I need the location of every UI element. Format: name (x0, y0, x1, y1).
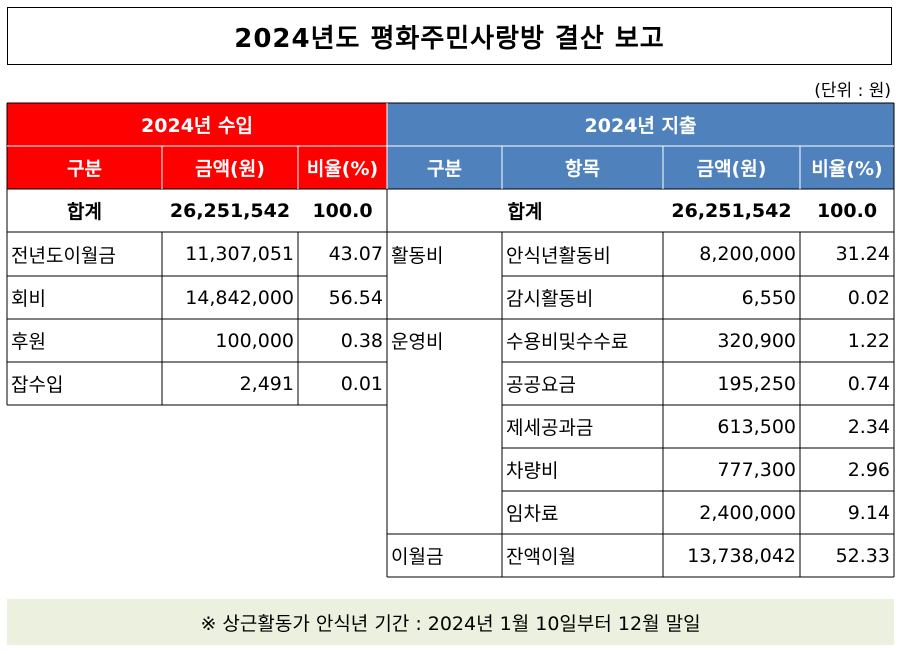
income-col-category: 구분 (67, 158, 102, 180)
expense-row-item: 잔액이월 (506, 546, 576, 568)
income-row-amount: 2,491 (239, 372, 294, 395)
expense-col-amount: 금액(원) (696, 158, 767, 180)
expense-row-ratio: 9.14 (847, 501, 890, 524)
expense-row-item: 공공요금 (506, 374, 576, 396)
income-total-label: 합계 (67, 201, 102, 223)
income-row-amount: 100,000 (215, 329, 294, 352)
expense-row-ratio: 52.33 (835, 544, 890, 567)
expense-row-amount: 2,400,000 (699, 501, 796, 524)
expense-row-ratio: 1.22 (847, 329, 890, 352)
expense-total-ratio: 100.0 (816, 199, 878, 222)
page-title: 2024년도 평화주민사랑방 결산 보고 (7, 7, 892, 65)
income-row-ratio: 0.38 (340, 329, 383, 352)
expense-row-amount: 613,500 (717, 415, 796, 438)
expense-group-label: 이월금 (391, 546, 444, 568)
income-col-ratio: 비율(%) (306, 158, 379, 180)
expense-row-item: 제세공과금 (506, 417, 594, 439)
expense-col-category: 구분 (427, 158, 462, 180)
income-total-amount: 26,251,542 (169, 199, 291, 222)
expense-row-item: 감시활동비 (506, 288, 594, 310)
expense-row-ratio: 31.24 (835, 243, 890, 265)
income-total-ratio: 100.0 (312, 199, 373, 222)
income-header: 2024년 수입 (141, 115, 253, 137)
income-row-ratio: 43.07 (328, 243, 383, 265)
expense-row-amount: 320,900 (717, 329, 796, 352)
income-col-amount: 금액(원) (195, 158, 265, 180)
expense-row-item: 안식년활동비 (506, 244, 611, 267)
income-row-amount: 11,307,051 (185, 243, 294, 265)
expense-row-item: 임차료 (506, 503, 559, 525)
expense-header: 2024년 지출 (584, 115, 697, 137)
expense-row-ratio: 2.34 (847, 415, 890, 438)
income-row-label: 전년도이월금 (11, 244, 116, 267)
expense-row-item: 수용비및수수료 (506, 331, 629, 353)
expense-group-label: 활동비 (391, 244, 444, 267)
income-row-ratio: 56.54 (328, 286, 383, 309)
expense-row-amount: 777,300 (717, 458, 796, 481)
income-row-label: 후원 (11, 331, 46, 353)
income-row-amount: 14,842,000 (185, 286, 294, 309)
unit-label: (단위 : 원) (814, 81, 891, 101)
footnote: ※ 상근활동가 안식년 기간 : 2024년 1월 10일부터 12월 말일 (7, 599, 894, 645)
expense-row-amount: 6,550 (741, 286, 796, 309)
expense-group-label: 운영비 (391, 331, 444, 353)
income-row-label: 잡수입 (11, 374, 64, 396)
expense-row-item: 차량비 (506, 460, 559, 482)
expense-row-amount: 195,250 (717, 372, 796, 395)
expense-total-amount: 26,251,542 (671, 199, 792, 222)
income-row-ratio: 0.01 (340, 372, 383, 395)
expense-row-amount: 8,200,000 (699, 243, 796, 265)
income-row-label: 회비 (11, 288, 46, 310)
expense-row-ratio: 0.74 (847, 372, 890, 395)
expense-row-amount: 13,738,042 (687, 544, 796, 567)
expense-total-label: 합계 (507, 201, 543, 223)
expense-row-ratio: 2.96 (847, 458, 890, 481)
expense-col-item: 항목 (565, 158, 600, 180)
expense-col-ratio: 비율(%) (811, 158, 883, 180)
expense-row-ratio: 0.02 (847, 286, 890, 309)
